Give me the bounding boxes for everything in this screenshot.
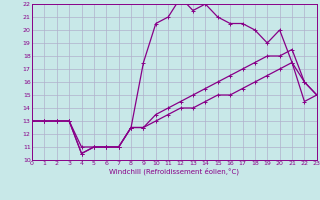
X-axis label: Windchill (Refroidissement éolien,°C): Windchill (Refroidissement éolien,°C) bbox=[109, 168, 239, 175]
